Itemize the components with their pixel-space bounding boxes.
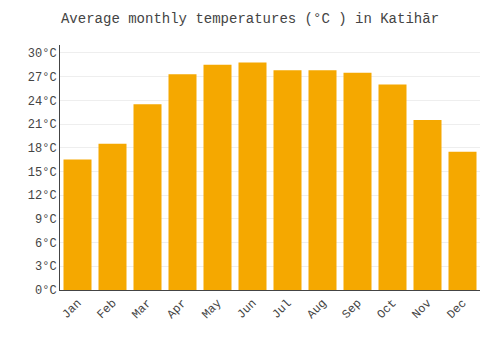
svg-text:Sep: Sep [339, 297, 364, 322]
svg-text:21°C: 21°C [28, 118, 57, 132]
svg-text:3°C: 3°C [35, 260, 57, 274]
svg-text:9°C: 9°C [35, 213, 57, 227]
svg-text:Nov: Nov [409, 297, 434, 322]
svg-text:Aug: Aug [304, 297, 329, 322]
svg-text:30°C: 30°C [28, 47, 57, 61]
svg-text:Jun: Jun [234, 297, 259, 322]
svg-text:May: May [199, 297, 224, 322]
svg-text:Average monthly temperatures (: Average monthly temperatures (°C ) in Ka… [61, 11, 439, 27]
svg-text:6°C: 6°C [35, 237, 57, 251]
svg-text:Apr: Apr [164, 297, 189, 322]
svg-text:0°C: 0°C [35, 284, 57, 298]
svg-text:18°C: 18°C [28, 142, 57, 156]
svg-text:15°C: 15°C [28, 166, 57, 180]
svg-text:Jan: Jan [59, 297, 84, 322]
svg-text:Jul: Jul [269, 297, 294, 322]
svg-text:Mar: Mar [129, 297, 154, 322]
svg-text:Feb: Feb [94, 297, 119, 322]
svg-text:Oct: Oct [374, 297, 399, 322]
svg-text:Dec: Dec [444, 297, 469, 322]
svg-text:24°C: 24°C [28, 95, 57, 109]
svg-text:27°C: 27°C [28, 71, 57, 85]
svg-text:12°C: 12°C [28, 189, 57, 203]
